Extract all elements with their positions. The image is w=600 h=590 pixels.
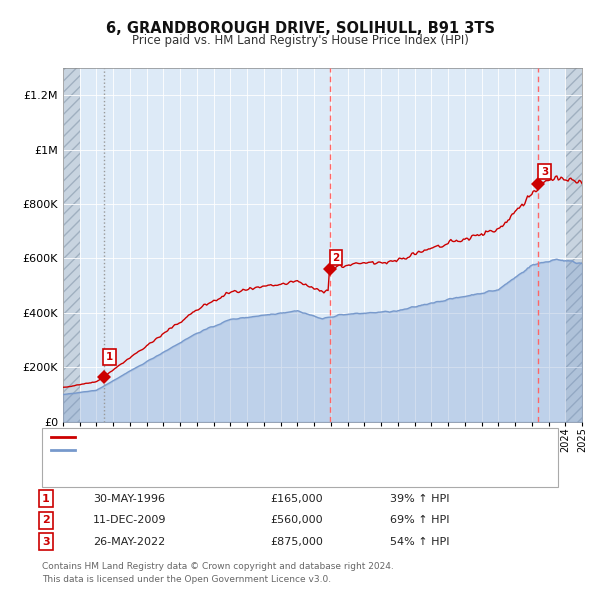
Text: 2: 2 (332, 253, 340, 263)
Text: 39% ↑ HPI: 39% ↑ HPI (390, 494, 449, 503)
Text: £165,000: £165,000 (270, 494, 323, 503)
Text: 1: 1 (42, 494, 50, 503)
Bar (565, 68, 582, 422)
Text: 1: 1 (106, 352, 113, 362)
Text: This data is licensed under the Open Government Licence v3.0.: This data is licensed under the Open Gov… (42, 575, 331, 584)
Text: 3: 3 (42, 537, 50, 546)
Text: 11-DEC-2009: 11-DEC-2009 (93, 516, 167, 525)
Bar (63, 68, 80, 422)
Text: 6, GRANDBOROUGH DRIVE, SOLIHULL, B91 3TS: 6, GRANDBOROUGH DRIVE, SOLIHULL, B91 3TS (106, 21, 494, 35)
Text: 69% ↑ HPI: 69% ↑ HPI (390, 516, 449, 525)
Bar (565, 68, 582, 422)
Text: £875,000: £875,000 (270, 537, 323, 546)
Text: 3: 3 (541, 167, 548, 177)
Text: 30-MAY-1996: 30-MAY-1996 (93, 494, 165, 503)
Bar (63, 68, 80, 422)
Text: £560,000: £560,000 (270, 516, 323, 525)
Text: 2: 2 (42, 516, 50, 525)
Text: Contains HM Land Registry data © Crown copyright and database right 2024.: Contains HM Land Registry data © Crown c… (42, 562, 394, 571)
Text: HPI: Average price, detached house, Solihull: HPI: Average price, detached house, Soli… (81, 445, 312, 454)
Text: 6, GRANDBOROUGH DRIVE, SOLIHULL, B91 3TS (detached house): 6, GRANDBOROUGH DRIVE, SOLIHULL, B91 3TS… (81, 432, 422, 441)
Text: Price paid vs. HM Land Registry's House Price Index (HPI): Price paid vs. HM Land Registry's House … (131, 34, 469, 47)
Text: 26-MAY-2022: 26-MAY-2022 (93, 537, 165, 546)
Text: 54% ↑ HPI: 54% ↑ HPI (390, 537, 449, 546)
